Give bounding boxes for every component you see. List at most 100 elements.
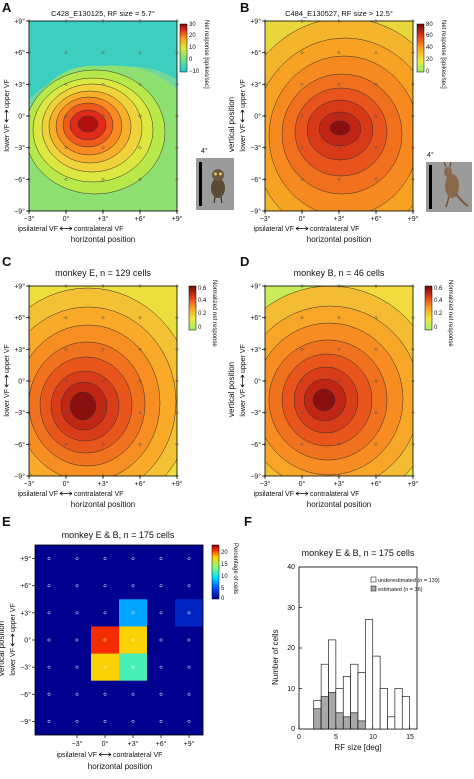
vertical-arrow-icon (10, 633, 15, 647)
sample-point (263, 474, 267, 478)
sample-point (101, 82, 105, 86)
sample-point (175, 146, 179, 150)
sample-point (103, 611, 107, 615)
sample-point (27, 442, 31, 446)
colorbar-label: Normalized net response (447, 280, 453, 347)
sample-point (175, 347, 179, 351)
sample-point (47, 638, 51, 642)
y-tick-label: −6° (14, 441, 25, 449)
horizontal-arrow-icon (59, 491, 73, 496)
y-tick-label: −9° (250, 208, 261, 216)
sample-point (300, 82, 304, 86)
sample-point (337, 51, 341, 55)
heatmap-cell (147, 572, 176, 600)
panel-e-letter: E (2, 514, 11, 529)
vertical-arrow-icon (240, 109, 245, 123)
sample-point (103, 692, 107, 696)
x-tick-label: +9° (408, 215, 419, 223)
sample-point (263, 177, 267, 181)
colorbar-tick: 0 (434, 325, 438, 331)
panel-e-colorbar: 20 15 10 5 0 Percentage of cells (211, 543, 238, 602)
sample-point (64, 114, 68, 118)
vertical-arrow-icon (4, 109, 9, 123)
sample-point (263, 19, 267, 23)
lower-vf-label: lower VF (240, 389, 247, 417)
sample-point (27, 146, 31, 150)
sample-point (159, 557, 163, 561)
sample-point (138, 474, 142, 478)
sample-point (263, 316, 267, 320)
x-tick-label: +3° (334, 215, 345, 223)
y-tick-label: +6° (14, 314, 25, 322)
sample-point (300, 411, 304, 415)
x-axis-label: horizontal position (71, 235, 135, 244)
sample-point (263, 114, 267, 118)
histogram-bar-estimated (357, 720, 366, 730)
sample-point (138, 177, 142, 181)
scale-label: 4° (201, 147, 208, 155)
sample-point (374, 316, 378, 320)
heatmap-cell (63, 545, 92, 573)
sample-point (27, 474, 31, 478)
heatmap-cell (63, 572, 92, 600)
heatmap-cell (175, 599, 204, 627)
colorbar-tick: 0 (426, 69, 430, 75)
heatmap-cell (35, 545, 64, 573)
x-axis-label: horizontal position (307, 235, 371, 244)
colorbar-tick: 40 (426, 45, 433, 51)
ipsilateral-label: ipsilateral VF (57, 752, 97, 759)
sample-point (374, 19, 378, 23)
y-axis-label: vertical position (227, 97, 236, 152)
sample-point (187, 584, 191, 588)
histogram-bar-estimated (320, 696, 329, 730)
x-tick: 5 (334, 734, 338, 741)
y-tick-label: 0° (254, 378, 261, 386)
colorbar-tick: 80 (426, 22, 433, 28)
x-tick-label: −3° (260, 480, 271, 488)
upper-vf-label: upper VF (4, 79, 11, 108)
owl-icon (211, 169, 225, 204)
panel-f-xaxis: 0 5 10 15 RF size [deg] (297, 734, 414, 752)
y-tick: 30 (287, 605, 295, 612)
y-tick-label: +9° (20, 555, 31, 563)
colorbar-tick: 0.4 (198, 298, 207, 304)
sample-point (64, 209, 68, 213)
y-tick-label: −9° (14, 208, 25, 216)
heatmap-cell (35, 707, 64, 736)
sample-point (263, 209, 267, 213)
colorbar-label: Percentage of cells (232, 543, 238, 594)
x-axis-label: horizontal position (71, 500, 135, 509)
panel-b: B C484_E130527, RF size > 12.5° 80 60 40… (240, 0, 472, 212)
sample-point (101, 411, 105, 415)
sample-point (47, 584, 51, 588)
y-axis-label: vertical position (0, 621, 6, 676)
sample-point (300, 284, 304, 288)
panel-f-legend: underestimated (n = 139) estimated (n = … (370, 576, 440, 593)
sample-point (27, 347, 31, 351)
sample-point (374, 442, 378, 446)
heatmap-cell (147, 653, 176, 681)
colorbar-tick: 20 (426, 57, 433, 63)
lower-vf-label: lower VF (4, 124, 11, 152)
x-tick-label: −3° (24, 215, 35, 223)
sample-point (263, 146, 267, 150)
sample-point (175, 284, 179, 288)
panel-d: D monkey B, n = 46 cells 0.6 0.4 0.2 0 N… (240, 254, 453, 477)
sample-point (175, 51, 179, 55)
histogram-bar-underestimated (387, 716, 396, 730)
sample-point (159, 665, 163, 669)
colorbar-tick: 20 (221, 550, 228, 556)
vertical-arrow-icon (4, 374, 9, 388)
sample-point (187, 611, 191, 615)
sample-point (337, 347, 341, 351)
heatmap-cell (175, 572, 204, 600)
sample-point (47, 557, 51, 561)
heatmap-cell (91, 680, 120, 709)
heatmap-cell (147, 599, 176, 627)
y-tick-label: +6° (250, 49, 261, 57)
sample-point (411, 474, 415, 478)
sample-point (27, 19, 31, 23)
sample-point (159, 719, 163, 723)
sample-point (75, 584, 79, 588)
y-tick-label: +6° (20, 582, 31, 590)
